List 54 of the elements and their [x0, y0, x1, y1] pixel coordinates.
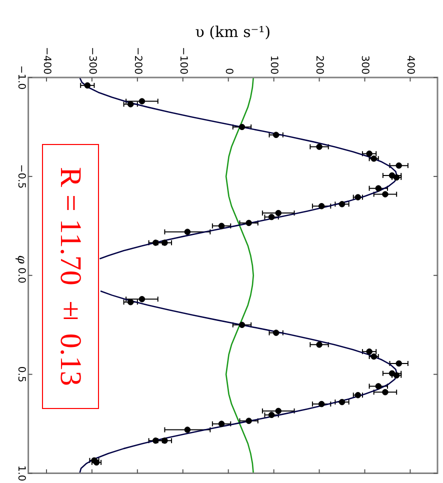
- point: [366, 348, 372, 355]
- point: [184, 228, 191, 236]
- point: [272, 330, 280, 336]
- text-frame: R = 11.70 ± 0.13: [42, 144, 99, 408]
- point: [84, 82, 91, 89]
- point: [318, 202, 325, 210]
- point: [138, 98, 146, 104]
- point: [318, 400, 325, 408]
- x-axis-title: υ (km s⁻¹): [195, 22, 271, 41]
- point: [382, 191, 388, 198]
- point: [268, 214, 275, 220]
- point: [316, 342, 322, 348]
- point: [127, 101, 134, 108]
- annotation: R = 11.70 ± 0.13: [54, 166, 88, 386]
- point: [246, 220, 252, 226]
- point: [238, 124, 246, 130]
- point: [382, 389, 388, 396]
- point: [127, 298, 134, 306]
- x-tick-label: 300: [359, 55, 370, 74]
- y-tick-label: 0.5: [16, 366, 27, 382]
- y-tick-label: 0.0: [16, 267, 27, 284]
- point: [184, 426, 191, 433]
- point: [238, 322, 246, 328]
- y-tick-label: −0.5: [16, 164, 27, 189]
- x-tick-label: −300: [86, 47, 98, 74]
- x-tick-label: −100: [177, 47, 188, 74]
- point: [275, 408, 282, 414]
- point: [93, 459, 100, 466]
- point: [275, 210, 282, 216]
- y-axis-title: φ: [15, 255, 30, 264]
- point: [338, 398, 346, 406]
- point: [396, 162, 402, 169]
- x-tick-label: −400: [40, 47, 52, 74]
- point: [375, 383, 382, 390]
- point: [138, 296, 146, 302]
- point: [375, 185, 382, 192]
- point: [268, 412, 275, 418]
- y-tick-label: 1.0: [16, 465, 27, 482]
- point: [272, 132, 280, 138]
- point: [316, 144, 322, 150]
- x-tick-label: 100: [268, 55, 280, 74]
- point: [366, 150, 372, 157]
- point: [218, 222, 225, 230]
- y-tick-label: −1.0: [16, 65, 27, 90]
- point: [396, 360, 402, 367]
- x-tick-label: 200: [314, 55, 325, 74]
- point: [338, 201, 346, 208]
- point: [354, 194, 362, 200]
- point: [354, 392, 362, 398]
- x-tick-label: 0: [222, 68, 234, 74]
- x-tick-label: 400: [404, 55, 416, 74]
- x-tick-label: −200: [132, 47, 143, 74]
- point: [218, 420, 225, 427]
- point: [246, 418, 252, 424]
